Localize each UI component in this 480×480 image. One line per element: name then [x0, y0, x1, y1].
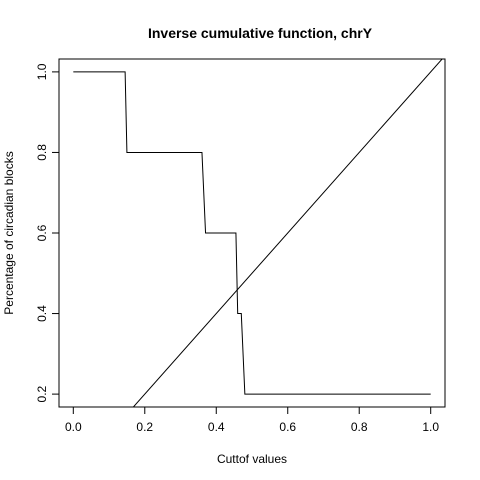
x-tick-label: 1.0: [422, 420, 439, 434]
y-tick-label: 0.6: [35, 224, 49, 241]
y-tick-label: 1.0: [35, 63, 49, 80]
y-tick-label: 0.2: [35, 385, 49, 402]
series-diagonal-line: [132, 59, 443, 407]
x-tick-label: 0.4: [208, 420, 225, 434]
x-axis-label: Cuttof values: [217, 452, 287, 466]
chart-title: Inverse cumulative function, chrY: [148, 25, 373, 41]
plot-area: [73, 59, 443, 407]
y-axis-label: Percentage of circadian blocks: [2, 151, 16, 314]
x-tick-label: 0.8: [351, 420, 368, 434]
y-tick-label: 0.8: [35, 144, 49, 161]
x-tick-label: 0.2: [136, 420, 153, 434]
y-tick-label: 0.4: [35, 305, 49, 322]
series-step-line: [73, 71, 431, 395]
x-axis: 0.0 0.2 0.4 0.6 0.8 1.0: [65, 406, 439, 434]
x-tick-label: 0.6: [279, 420, 296, 434]
x-tick-label: 0.0: [65, 420, 82, 434]
plot-frame: [58, 58, 446, 408]
y-axis: 0.2 0.4 0.6 0.8 1.0: [35, 63, 60, 402]
